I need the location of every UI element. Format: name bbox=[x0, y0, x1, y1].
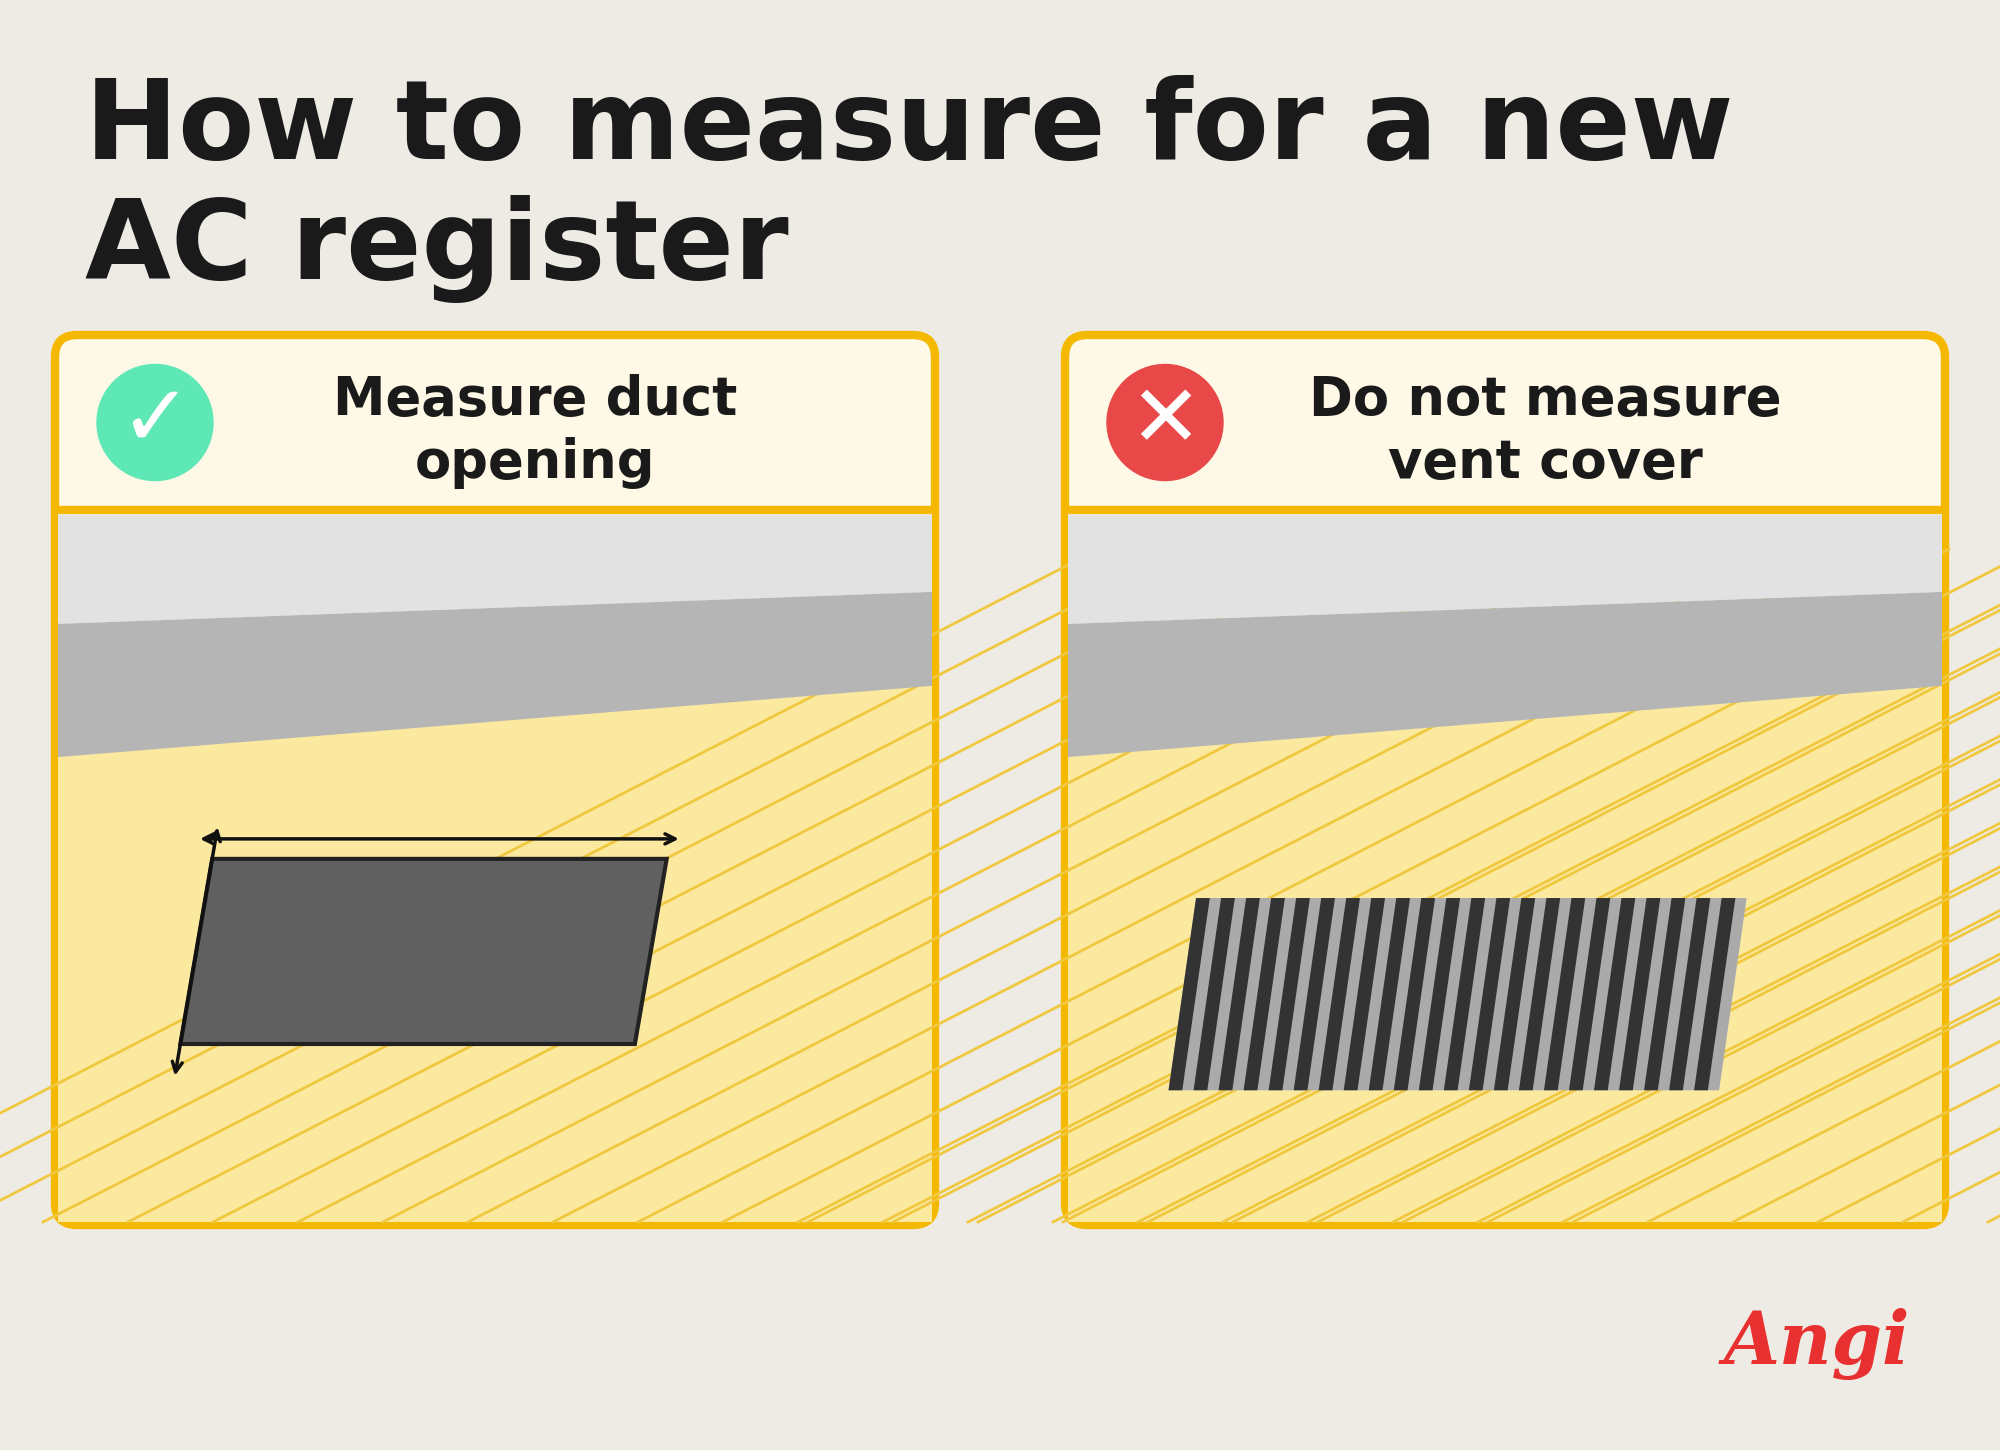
Polygon shape bbox=[1068, 592, 1942, 757]
Text: ✕: ✕ bbox=[1128, 381, 1202, 464]
Polygon shape bbox=[1244, 898, 1284, 1090]
FancyBboxPatch shape bbox=[56, 335, 936, 1225]
Text: Do not measure: Do not measure bbox=[1308, 374, 1782, 425]
Text: ✓: ✓ bbox=[118, 381, 192, 464]
Polygon shape bbox=[1294, 898, 1334, 1090]
Polygon shape bbox=[180, 858, 666, 1044]
Polygon shape bbox=[1268, 898, 1310, 1090]
Polygon shape bbox=[1594, 898, 1636, 1090]
Text: Measure duct: Measure duct bbox=[332, 374, 738, 425]
Circle shape bbox=[96, 364, 212, 480]
Polygon shape bbox=[58, 592, 932, 757]
Polygon shape bbox=[1168, 898, 1746, 1090]
Polygon shape bbox=[1544, 898, 1586, 1090]
Text: How to measure for a new: How to measure for a new bbox=[84, 75, 1734, 183]
Polygon shape bbox=[1494, 898, 1536, 1090]
Polygon shape bbox=[1368, 898, 1410, 1090]
Polygon shape bbox=[1318, 898, 1360, 1090]
Polygon shape bbox=[1394, 898, 1436, 1090]
Circle shape bbox=[1108, 364, 1224, 480]
Polygon shape bbox=[1444, 898, 1486, 1090]
Polygon shape bbox=[1218, 898, 1260, 1090]
Polygon shape bbox=[1068, 682, 1942, 1222]
Polygon shape bbox=[1568, 898, 1610, 1090]
Text: opening: opening bbox=[414, 436, 656, 489]
Polygon shape bbox=[1418, 898, 1460, 1090]
Polygon shape bbox=[1644, 898, 1686, 1090]
Polygon shape bbox=[1168, 898, 1210, 1090]
Text: Angi: Angi bbox=[1724, 1308, 1910, 1380]
Polygon shape bbox=[1518, 898, 1560, 1090]
Text: vent cover: vent cover bbox=[1388, 436, 1702, 489]
Polygon shape bbox=[1068, 515, 1942, 624]
Polygon shape bbox=[1468, 898, 1510, 1090]
Text: AC register: AC register bbox=[84, 194, 788, 303]
Polygon shape bbox=[58, 510, 932, 515]
Polygon shape bbox=[58, 682, 932, 1222]
FancyBboxPatch shape bbox=[1064, 335, 1944, 1225]
Polygon shape bbox=[1344, 898, 1386, 1090]
Polygon shape bbox=[1694, 898, 1736, 1090]
Polygon shape bbox=[1068, 510, 1942, 515]
Polygon shape bbox=[1194, 898, 1234, 1090]
Polygon shape bbox=[1670, 898, 1710, 1090]
Polygon shape bbox=[1620, 898, 1660, 1090]
Polygon shape bbox=[58, 515, 932, 624]
